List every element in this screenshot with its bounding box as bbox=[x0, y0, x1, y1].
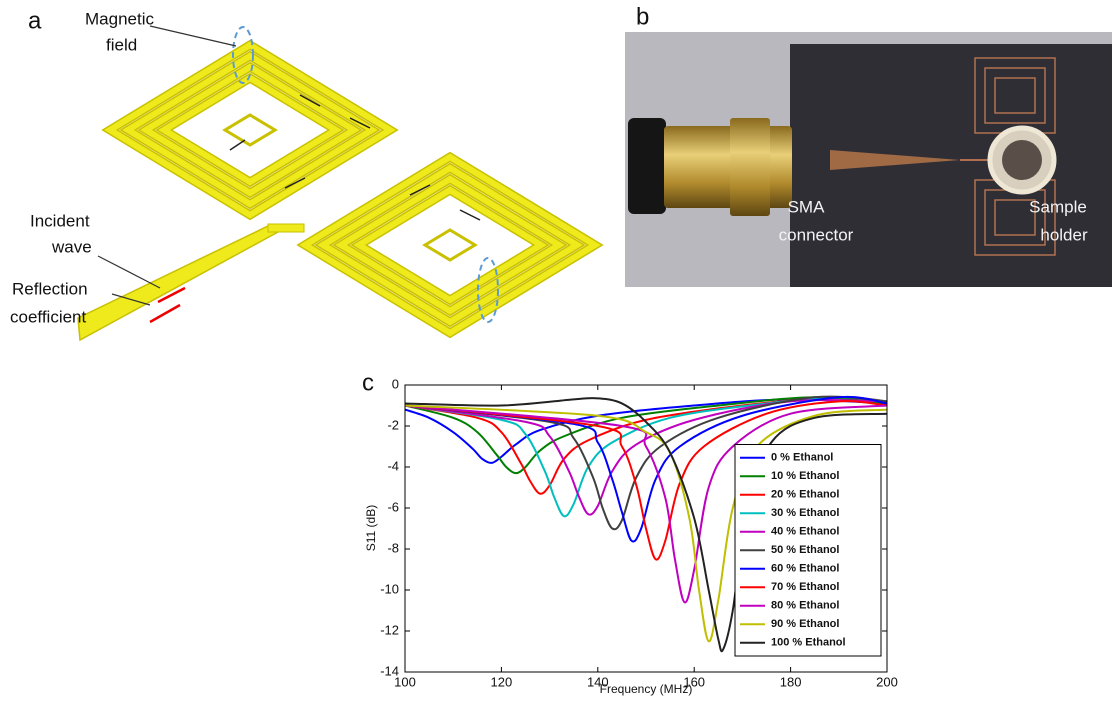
cable bbox=[628, 118, 666, 214]
x-tick-label: 180 bbox=[780, 674, 802, 689]
panel-b: b SMA connector Sample holder bbox=[625, 3, 1112, 287]
y-tick-label: -2 bbox=[387, 417, 399, 432]
x-tick-label: 160 bbox=[683, 674, 705, 689]
y-tick-label: -14 bbox=[380, 663, 399, 678]
legend-label: 10 % Ethanol bbox=[771, 470, 839, 482]
annotation: field bbox=[106, 35, 137, 54]
panel-label: c bbox=[362, 369, 374, 396]
panel-a: a Magnetic field Incident wave Reflectio… bbox=[10, 7, 595, 340]
legend-label: 50 % Ethanol bbox=[771, 544, 839, 556]
figure: a Magnetic field Incident wave Reflectio… bbox=[0, 0, 1120, 728]
annotation: Incident bbox=[30, 211, 90, 230]
spiral-hole bbox=[225, 115, 275, 145]
x-tick-label: 120 bbox=[491, 674, 513, 689]
annotation: Reflection bbox=[12, 279, 88, 298]
feed-line bbox=[78, 226, 278, 340]
wave-arrow bbox=[150, 305, 180, 322]
panel-label: a bbox=[28, 7, 42, 34]
y-tick-label: -8 bbox=[387, 540, 399, 555]
legend-label: 60 % Ethanol bbox=[771, 563, 839, 575]
annotation: wave bbox=[51, 237, 92, 256]
legend-label: 40 % Ethanol bbox=[771, 526, 839, 538]
legend-label: 100 % Ethanol bbox=[771, 637, 846, 649]
annotation: holder bbox=[1040, 225, 1088, 244]
x-tick-label: 200 bbox=[876, 674, 898, 689]
legend-label: 90 % Ethanol bbox=[771, 618, 839, 630]
annotation-arrow bbox=[150, 26, 236, 46]
legend-label: 0 % Ethanol bbox=[771, 452, 833, 464]
annotation: coefficient bbox=[10, 307, 87, 326]
legend-label: 70 % Ethanol bbox=[771, 581, 839, 593]
annotation: Magnetic bbox=[85, 9, 154, 28]
x-axis-label: Frequency (MHz) bbox=[600, 682, 693, 696]
annotation: SMA bbox=[788, 197, 826, 216]
legend-label: 80 % Ethanol bbox=[771, 600, 839, 612]
y-tick-label: -4 bbox=[387, 458, 399, 473]
annotation-arrow bbox=[98, 256, 160, 288]
y-axis-label: S11 (dB) bbox=[364, 505, 378, 551]
y-tick-label: -6 bbox=[387, 499, 399, 514]
y-tick-label: -10 bbox=[380, 581, 399, 596]
legend-label: 20 % Ethanol bbox=[771, 489, 839, 501]
panel-label: b bbox=[636, 3, 649, 30]
x-tick-label: 140 bbox=[587, 674, 609, 689]
sma-connector bbox=[664, 126, 792, 208]
sample-well bbox=[1002, 140, 1042, 180]
annotation: connector bbox=[779, 225, 854, 244]
y-tick-label: 0 bbox=[392, 376, 399, 391]
feed-junction bbox=[268, 224, 304, 232]
legend-label: 30 % Ethanol bbox=[771, 507, 839, 519]
sma-nut bbox=[730, 118, 770, 216]
annotation: Sample bbox=[1029, 197, 1087, 216]
spiral-hole bbox=[425, 230, 475, 260]
y-tick-label: -12 bbox=[380, 622, 399, 637]
